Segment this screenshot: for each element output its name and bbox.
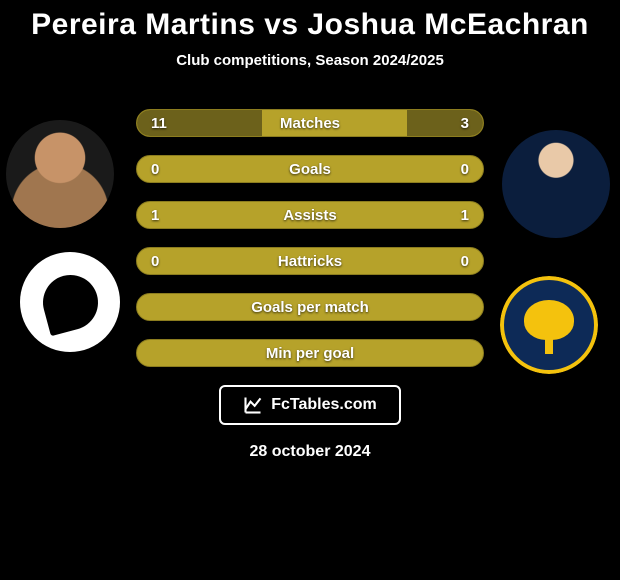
stat-row-goals-per-match: Goals per match: [136, 293, 484, 321]
date: 28 october 2024: [0, 443, 620, 461]
stat-value-right: 1: [461, 207, 469, 224]
chart-icon: [243, 395, 263, 415]
stat-label: Min per goal: [266, 345, 354, 362]
stat-value-right: 3: [461, 115, 469, 132]
stat-row-hattricks: 0 0 Hattricks: [136, 247, 484, 275]
stat-row-matches: 11 3 Matches: [136, 109, 484, 137]
left-player-photo: [6, 120, 114, 228]
stat-value-left: 0: [151, 161, 159, 178]
watermark-text: FcTables.com: [271, 396, 377, 414]
stat-row-goals: 0 0 Goals: [136, 155, 484, 183]
stat-label: Goals per match: [251, 299, 369, 316]
right-player-photo: [502, 130, 610, 238]
stat-value-left: 0: [151, 253, 159, 270]
stat-value-right: 0: [461, 161, 469, 178]
stat-value-right: 0: [461, 253, 469, 270]
stat-label: Assists: [283, 207, 336, 224]
stat-row-min-per-goal: Min per goal: [136, 339, 484, 367]
stat-value-left: 1: [151, 207, 159, 224]
stats-area: 113Matches00Goals11Assists00HattricksGoa…: [136, 109, 484, 367]
watermark: FcTables.com: [219, 385, 401, 425]
stat-row-assists: 1 1 Assists: [136, 201, 484, 229]
stat-label: Hattricks: [278, 253, 342, 270]
right-club-logo: [500, 276, 598, 374]
stat-fill-right: [407, 110, 483, 136]
stat-label: Matches: [280, 115, 340, 132]
page-title: Pereira Martins vs Joshua McEachran: [0, 0, 620, 42]
stat-value-left: 11: [151, 115, 167, 132]
stat-label: Goals: [289, 161, 331, 178]
subtitle: Club competitions, Season 2024/2025: [0, 52, 620, 69]
left-club-logo: [20, 252, 120, 352]
